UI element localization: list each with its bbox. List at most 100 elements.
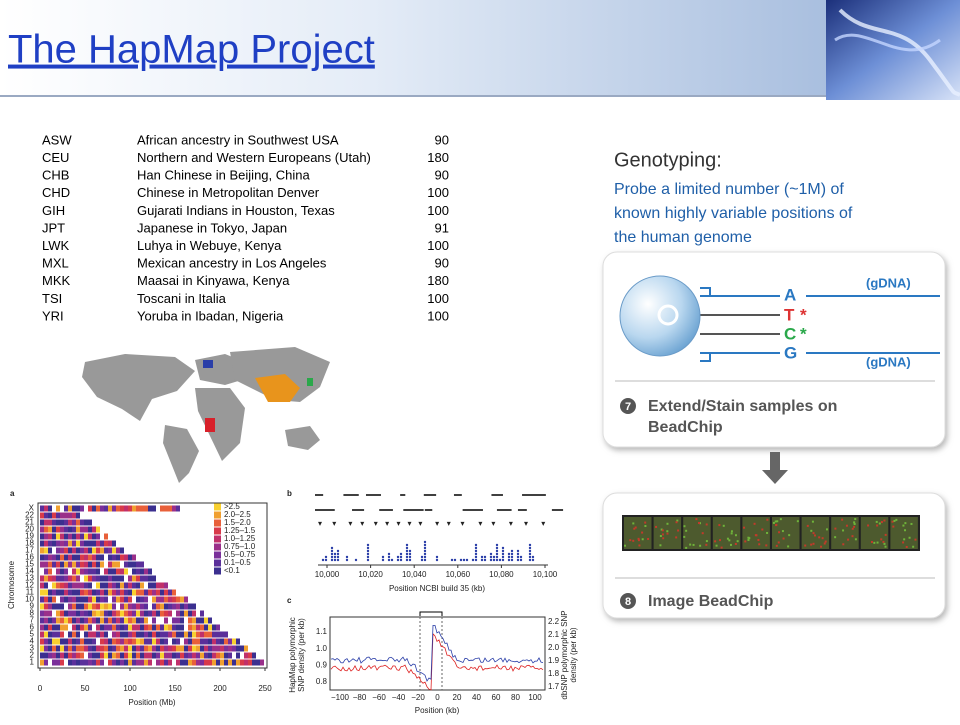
heat-cell: [112, 617, 116, 624]
heat-cell: [68, 554, 72, 561]
legend-swatch: [214, 519, 221, 527]
chip-speck: [818, 536, 821, 539]
heat-cell: [136, 659, 140, 666]
heat-cell: [100, 554, 104, 561]
snp-dot: [516, 549, 520, 553]
heat-cell: [140, 505, 144, 512]
slide-title[interactable]: The HapMap Project: [8, 28, 375, 72]
heat-cell: [172, 631, 176, 638]
chip-speck: [884, 545, 887, 548]
snp-dot: [366, 546, 370, 550]
heat-cell: [44, 519, 48, 526]
chip-speck: [661, 533, 664, 536]
heat-cell: [160, 610, 164, 617]
heat-cell: [228, 638, 232, 645]
heat-cell: [40, 512, 44, 519]
heat-cell: [208, 631, 212, 638]
chip-speck: [722, 524, 725, 527]
chip-speck: [810, 529, 813, 532]
x-tick-label: 10,000: [315, 570, 340, 579]
heat-cell: [144, 631, 148, 638]
chip-speck: [757, 538, 760, 541]
chip-speck: [730, 530, 733, 533]
heat-cell: [184, 638, 188, 645]
snp-dot: [450, 558, 454, 562]
heat-cell: [188, 603, 192, 610]
heat-cell: [164, 589, 168, 596]
snp-dot: [474, 552, 478, 556]
heat-cell: [184, 631, 188, 638]
heat-cell: [96, 645, 100, 652]
population-code: MXL: [42, 256, 69, 271]
heat-cell: [100, 540, 104, 547]
heat-cell: [92, 547, 96, 554]
population-name: Mexican ancestry in Los Angeles: [137, 256, 327, 271]
chip-speck: [905, 545, 908, 548]
heat-cell: [48, 512, 52, 519]
heat-cell: [52, 638, 56, 645]
x-tick-label: 200: [213, 684, 227, 693]
heat-cell: [92, 631, 96, 638]
red-marker: ▾: [332, 519, 336, 528]
heat-cell: [40, 540, 44, 547]
heat-cell: [72, 610, 76, 617]
heat-cell: [44, 561, 48, 568]
legend-swatch: [214, 511, 221, 519]
heat-cell: [188, 617, 192, 624]
heat-cell: [72, 603, 76, 610]
chip-speck: [637, 539, 640, 542]
heat-cell: [76, 610, 80, 617]
chromosome-label: 1: [30, 658, 35, 667]
snp-dot: [528, 552, 532, 556]
heat-cell: [148, 659, 152, 666]
heat-cell: [156, 659, 160, 666]
step-badge: [620, 593, 636, 609]
heat-cell: [144, 645, 148, 652]
heat-cell: [236, 652, 240, 659]
red-marker: ▾: [541, 519, 545, 528]
heat-cell: [160, 603, 164, 610]
red-marker: ▾: [461, 519, 465, 528]
heat-cell: [44, 526, 48, 533]
heat-cell: [112, 505, 116, 512]
heat-cell: [260, 659, 264, 666]
chip-speck: [776, 520, 779, 523]
heat-cell: [152, 582, 156, 589]
heat-cell: [88, 547, 92, 554]
snp-dot: [474, 555, 478, 559]
snp-dot: [519, 558, 523, 562]
heat-cell: [88, 540, 92, 547]
heat-cell: [40, 575, 44, 582]
snp-dot: [420, 555, 424, 559]
heat-cell: [176, 617, 180, 624]
heat-cell: [56, 540, 60, 547]
heat-cell: [176, 638, 180, 645]
snp-dot: [507, 558, 511, 562]
x-tick-label: −20: [411, 693, 425, 702]
heat-cell: [84, 540, 88, 547]
heat-cell: [72, 582, 76, 589]
chip-speck: [675, 536, 678, 539]
red-marker: ▾: [385, 519, 389, 528]
heat-cell: [68, 610, 72, 617]
heat-cell: [112, 554, 116, 561]
heat-cell: [112, 561, 116, 568]
heat-cell: [116, 589, 120, 596]
heat-cell: [140, 603, 144, 610]
snp-dot: [474, 546, 478, 550]
heat-cell: [76, 505, 80, 512]
heat-cell: [60, 624, 64, 631]
x-tick-label: 50: [81, 684, 90, 693]
snp-dot: [453, 558, 457, 562]
population-name: Chinese in Metropolitan Denver: [137, 185, 320, 200]
heat-cell: [108, 547, 112, 554]
chip-speck: [659, 535, 662, 538]
y-tick-label: 0.8: [316, 677, 328, 686]
heat-cell: [124, 568, 128, 575]
heat-cell: [60, 568, 64, 575]
sample-count: 180: [427, 150, 449, 165]
snp-dot: [531, 558, 535, 562]
heat-cell: [136, 603, 140, 610]
heat-cell: [240, 659, 244, 666]
chip-speck: [873, 541, 876, 544]
